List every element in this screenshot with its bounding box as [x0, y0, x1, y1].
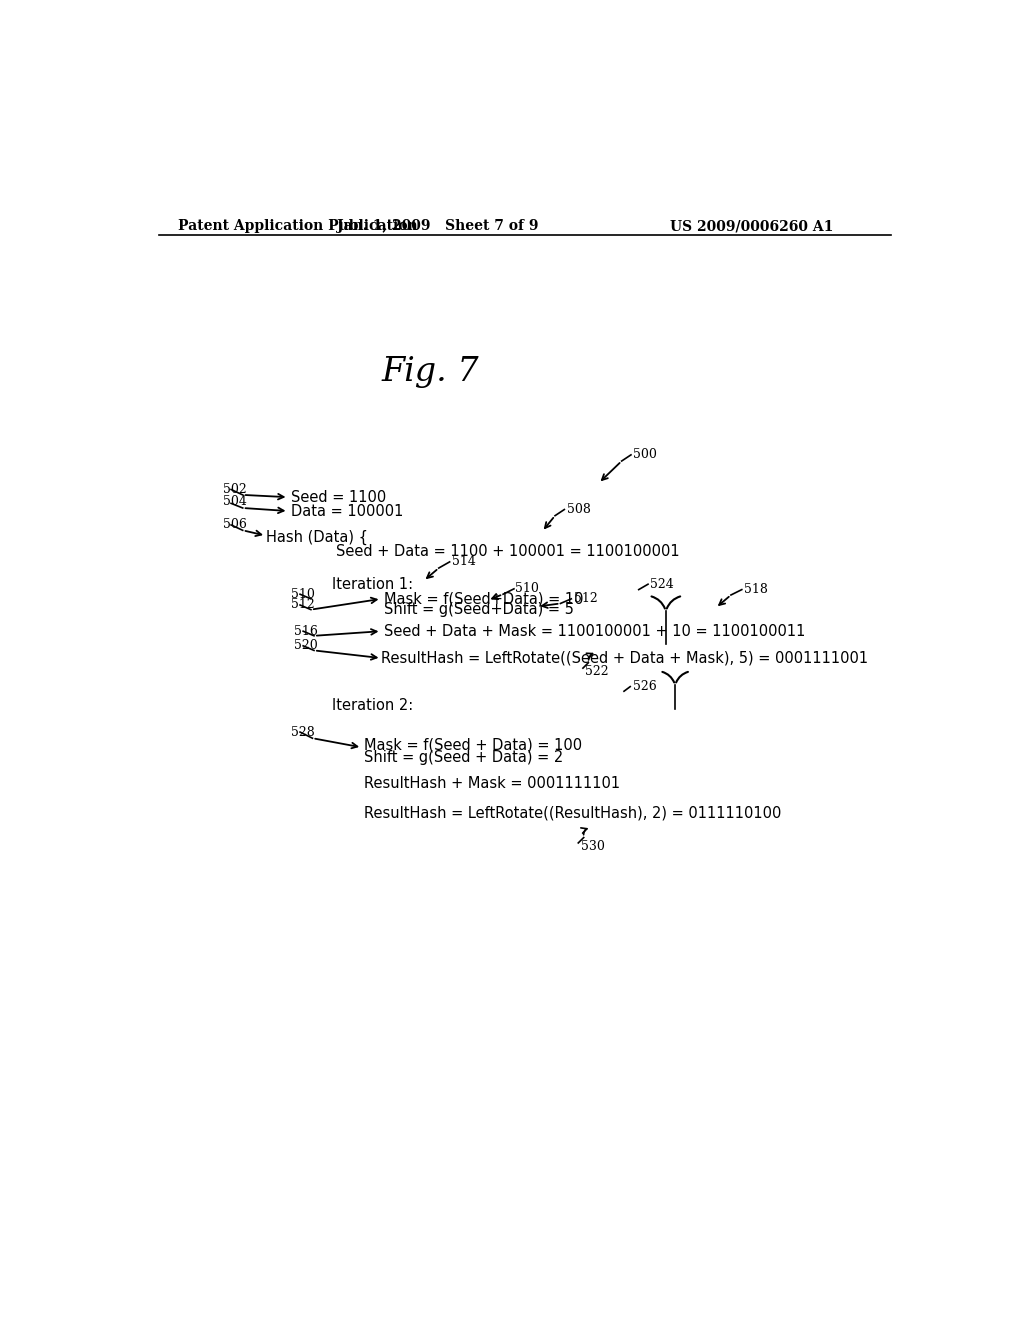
Text: 518: 518: [744, 583, 768, 597]
Text: 516: 516: [294, 624, 317, 638]
Text: Seed + Data + Mask = 1100100001 + 10 = 1100100011: Seed + Data + Mask = 1100100001 + 10 = 1…: [384, 623, 805, 639]
Text: Hash (Data) {: Hash (Data) {: [266, 529, 368, 545]
Text: 520: 520: [294, 639, 317, 652]
Text: 514: 514: [452, 556, 476, 569]
Text: Shift = g(Seed+Data) = 5: Shift = g(Seed+Data) = 5: [384, 602, 573, 618]
Text: Patent Application Publication: Patent Application Publication: [178, 219, 418, 234]
Text: 504: 504: [222, 495, 247, 508]
Text: 512: 512: [291, 598, 314, 611]
Text: 510: 510: [291, 587, 314, 601]
Text: 528: 528: [291, 726, 314, 739]
Text: 500: 500: [633, 449, 656, 462]
Text: Mask = f(Seed+Data) = 10: Mask = f(Seed+Data) = 10: [384, 591, 584, 606]
Text: 506: 506: [222, 519, 247, 532]
Text: 510: 510: [515, 582, 540, 594]
Text: Jan. 1, 2009   Sheet 7 of 9: Jan. 1, 2009 Sheet 7 of 9: [337, 219, 539, 234]
Text: Seed = 1100: Seed = 1100: [291, 490, 386, 504]
Text: Shift = g(Seed + Data) = 2: Shift = g(Seed + Data) = 2: [365, 750, 563, 766]
Text: ResultHash = LeftRotate((Seed + Data + Mask), 5) = 0001111001: ResultHash = LeftRotate((Seed + Data + M…: [381, 651, 868, 665]
Text: Seed + Data = 1100 + 100001 = 1100100001: Seed + Data = 1100 + 100001 = 1100100001: [336, 544, 679, 560]
Text: 502: 502: [222, 483, 247, 496]
Text: US 2009/0006260 A1: US 2009/0006260 A1: [671, 219, 834, 234]
Text: 522: 522: [586, 665, 609, 677]
Text: Mask = f(Seed + Data) = 100: Mask = f(Seed + Data) = 100: [365, 738, 583, 752]
Text: Iteration 1:: Iteration 1:: [332, 577, 413, 591]
Text: ResultHash = LeftRotate((ResultHash), 2) = 0111110100: ResultHash = LeftRotate((ResultHash), 2)…: [365, 805, 781, 821]
Text: 530: 530: [581, 840, 604, 853]
Text: Iteration 2:: Iteration 2:: [332, 697, 413, 713]
Text: 508: 508: [566, 503, 591, 516]
Text: 512: 512: [573, 591, 597, 605]
Text: ResultHash + Mask = 0001111101: ResultHash + Mask = 0001111101: [365, 776, 621, 791]
Text: Data = 100001: Data = 100001: [291, 503, 403, 519]
Text: 526: 526: [633, 680, 656, 693]
Text: Fig. 7: Fig. 7: [381, 356, 479, 388]
Text: 524: 524: [650, 578, 674, 591]
